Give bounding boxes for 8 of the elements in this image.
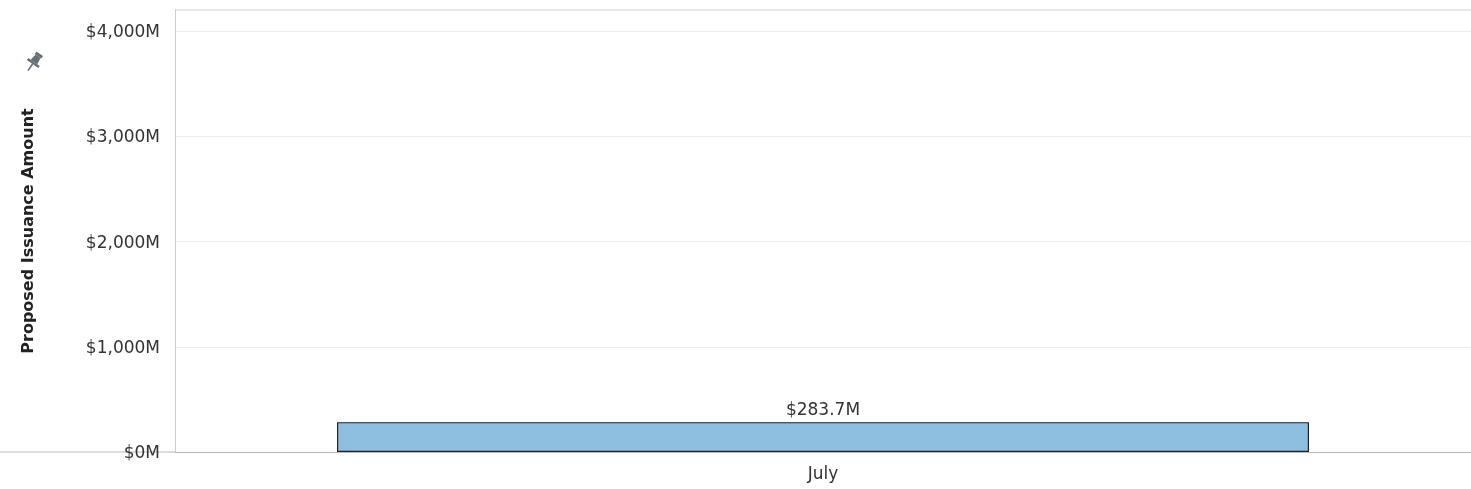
y-tick-label: $0M bbox=[123, 442, 160, 462]
y-tick-label: $2,000M bbox=[85, 231, 160, 252]
data-label: $283.7M bbox=[785, 398, 861, 419]
x-tick-label: July bbox=[806, 462, 839, 483]
y-axis-title: Proposed Issuance Amount bbox=[17, 107, 37, 354]
y-tick-label: $3,000M bbox=[85, 126, 160, 147]
y-tick-label: $1,000M bbox=[85, 336, 160, 357]
y-tick-label: $4,000M bbox=[85, 21, 160, 42]
